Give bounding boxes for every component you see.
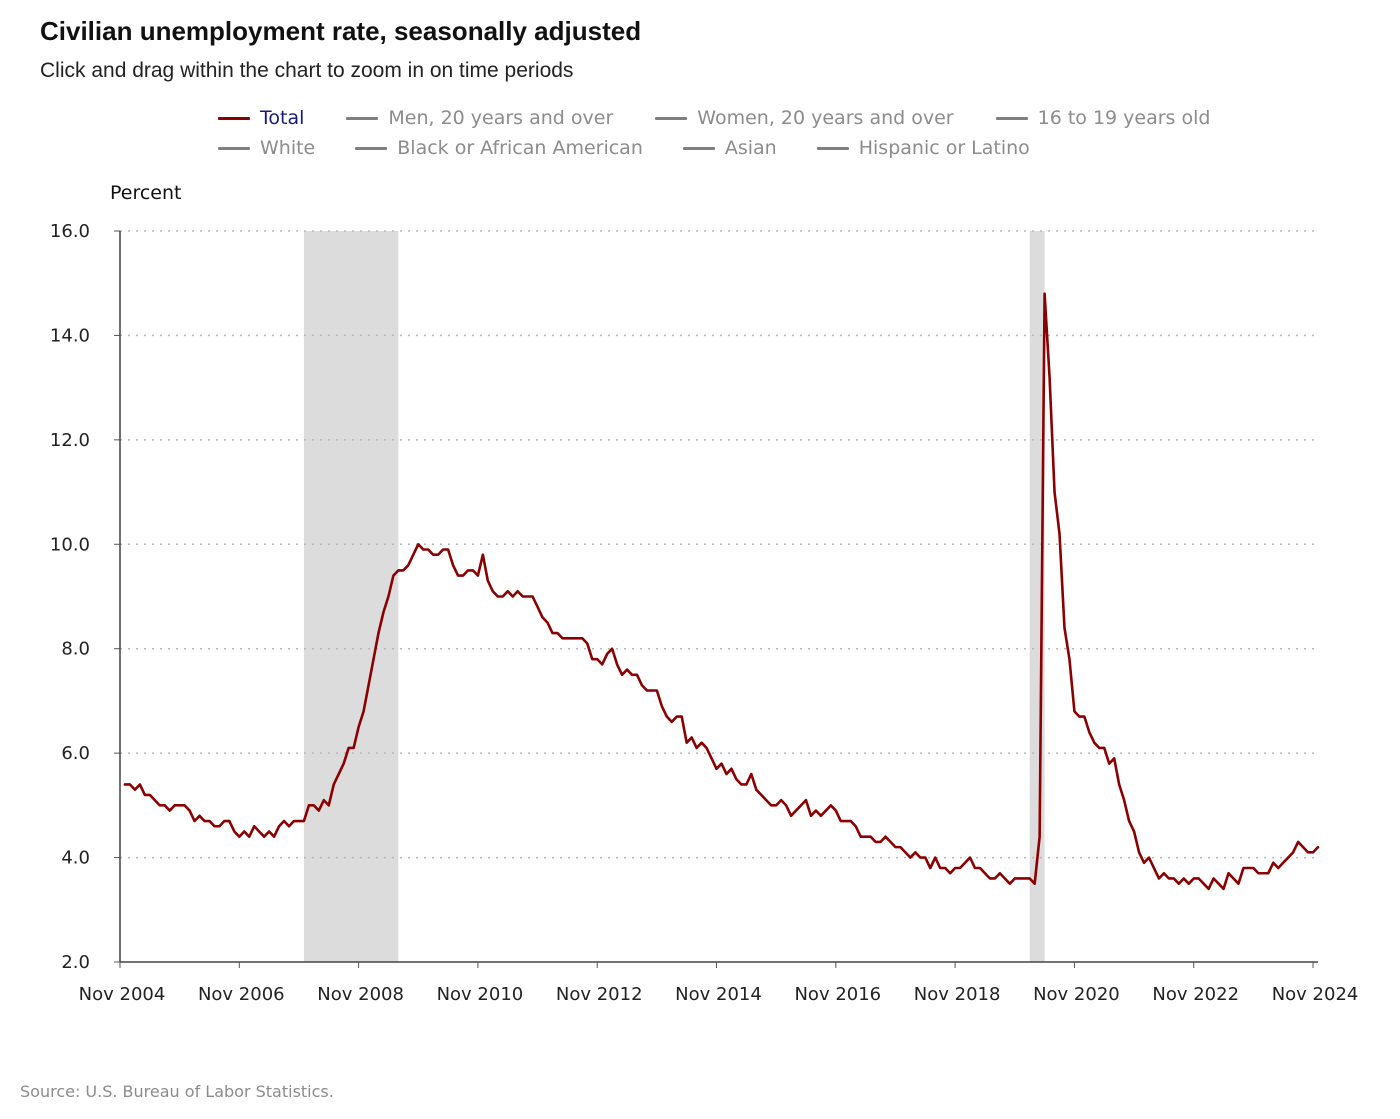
x-tick-label: Nov 2012: [556, 984, 643, 1005]
x-tick-label: Nov 2010: [437, 984, 524, 1005]
recession-bands: [303, 231, 1045, 962]
legend-swatch: [816, 146, 849, 150]
legend-item-black[interactable]: Black or African American: [355, 137, 643, 159]
legend-label: White: [260, 137, 316, 159]
x-tick-label: Nov 2018: [914, 984, 1001, 1005]
legend-label: Women, 20 years and over: [697, 107, 954, 129]
y-axis-label: Percent: [110, 182, 182, 204]
legend-swatch: [355, 146, 388, 150]
legend-swatch: [218, 116, 250, 120]
x-tick-label: Nov 2024: [1272, 984, 1359, 1005]
axes: [119, 231, 1318, 963]
x-tick-label: Nov 2016: [794, 984, 881, 1005]
gridlines: [114, 230, 1318, 963]
y-tick-label: 14.0: [50, 325, 90, 346]
x-tick-label: Nov 2004: [79, 984, 166, 1005]
legend-item-16-19[interactable]: 16 to 19 years old: [995, 107, 1211, 129]
legend-label: Black or African American: [397, 137, 643, 159]
legend-item-men-20-over[interactable]: Men, 20 years and over: [346, 107, 613, 129]
x-tick-label: Nov 2022: [1152, 984, 1239, 1005]
chart-canvas[interactable]: Percent 2.0 4.0 6.0 8.0 10.0 12.0 14.0 16.0 Nov…: [0, 0, 1400, 1060]
legend-label: 16 to 19 years old: [1037, 107, 1211, 129]
legend-item-total[interactable]: Total: [218, 107, 304, 129]
source-note: Source: U.S. Bureau of Labor Statistics.: [20, 1082, 334, 1101]
legend-swatch: [995, 116, 1028, 120]
y-tick-label: 12.0: [50, 430, 90, 451]
y-tick-labels: 2.0 4.0 6.0 8.0 10.0 12.0 14.0 16.0: [50, 221, 90, 973]
recession-band: [303, 231, 399, 962]
legend-swatch: [218, 146, 250, 150]
y-tick-label: 16.0: [50, 221, 90, 242]
chart-title: Civilian unemployment rate, seasonally a…: [40, 16, 642, 46]
chart-subtitle: Click and drag within the chart to zoom …: [40, 59, 574, 82]
legend-swatch: [682, 146, 715, 150]
legend-row-1: Total Men, 20 years and over Women, 20 y…: [218, 107, 1210, 129]
legend-row-2: White Black or African American Asian Hi…: [218, 137, 1030, 159]
legend-item-white[interactable]: White: [218, 137, 315, 159]
x-tick-labels: Nov 2004 Nov 2006 Nov 2008 Nov 2010 Nov 2012…: [79, 962, 1359, 1005]
legend-label: Men, 20 years and over: [388, 107, 614, 129]
y-tick-label: 2.0: [61, 952, 90, 973]
series-line-total: [123, 292, 1320, 891]
legend-label: Total: [260, 107, 305, 129]
legend-label: Hispanic or Latino: [858, 137, 1030, 159]
series-lines: [123, 292, 1320, 891]
x-tick-label: Nov 2006: [198, 984, 285, 1005]
legend-item-women-20-over[interactable]: Women, 20 years and over: [655, 107, 954, 129]
y-tick-label: 10.0: [50, 534, 90, 555]
legend-item-asian[interactable]: Asian: [682, 137, 777, 159]
x-tick-label: Nov 2020: [1033, 984, 1120, 1005]
y-tick-label: 6.0: [61, 743, 90, 764]
x-tick-label: Nov 2008: [317, 984, 404, 1005]
legend-label: Asian: [724, 137, 777, 159]
y-tick-label: 8.0: [61, 639, 90, 660]
legend-item-hispanic[interactable]: Hispanic or Latino: [816, 137, 1030, 159]
x-tick-label: Nov 2014: [675, 984, 762, 1005]
legend-swatch: [655, 116, 688, 120]
legend-swatch: [346, 116, 379, 120]
y-tick-label: 4.0: [61, 848, 90, 869]
